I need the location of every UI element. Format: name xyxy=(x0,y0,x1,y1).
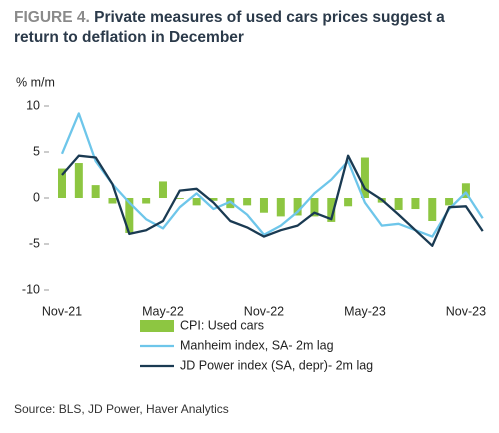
y-tick-label: -5 xyxy=(29,236,40,250)
bar xyxy=(192,198,201,206)
bar xyxy=(360,157,369,198)
bar xyxy=(209,198,218,201)
legend-label: Manheim index, SA- 2m lag xyxy=(180,338,334,352)
figure-number: FIGURE 4. xyxy=(14,9,90,26)
y-tick-label: 10 xyxy=(26,98,40,112)
y-tick-label: 0 xyxy=(33,190,40,204)
x-tick-label: Nov-23 xyxy=(446,304,486,318)
bar xyxy=(58,168,66,198)
bar xyxy=(259,198,268,213)
chart-title: FIGURE 4. Private measures of used cars … xyxy=(14,8,489,48)
bar xyxy=(142,198,151,204)
y-tick-label: -10 xyxy=(22,282,40,296)
bar xyxy=(175,198,184,199)
source: Source: BLS, JD Power, Haver Analytics xyxy=(14,402,229,416)
bar xyxy=(108,198,117,204)
y-axis-label: % m/m xyxy=(16,75,55,89)
bar xyxy=(344,198,353,207)
bar xyxy=(243,198,252,206)
bar xyxy=(445,198,454,206)
bar xyxy=(125,198,134,233)
y-tick-label: 5 xyxy=(33,144,40,158)
bar xyxy=(276,198,285,217)
line xyxy=(61,154,484,247)
bar xyxy=(91,185,100,198)
bar xyxy=(411,198,420,210)
x-tick-label: May-23 xyxy=(344,304,386,318)
bar xyxy=(327,198,336,222)
legend-label: CPI: Used cars xyxy=(180,318,264,332)
bar xyxy=(74,163,83,198)
bar xyxy=(461,183,470,198)
bar xyxy=(310,198,319,217)
legend-swatch xyxy=(140,320,174,332)
title-text: Private measures of used cars prices sug… xyxy=(14,9,445,46)
bar xyxy=(428,198,437,221)
legend-label: JD Power index (SA, depr)- 2m lag xyxy=(180,358,373,372)
x-tick-label: Nov-21 xyxy=(42,304,82,318)
bar xyxy=(158,181,167,198)
bar xyxy=(293,198,302,216)
x-tick-label: May-22 xyxy=(142,304,184,318)
x-tick-label: Nov-22 xyxy=(244,304,284,318)
bar xyxy=(394,198,403,210)
